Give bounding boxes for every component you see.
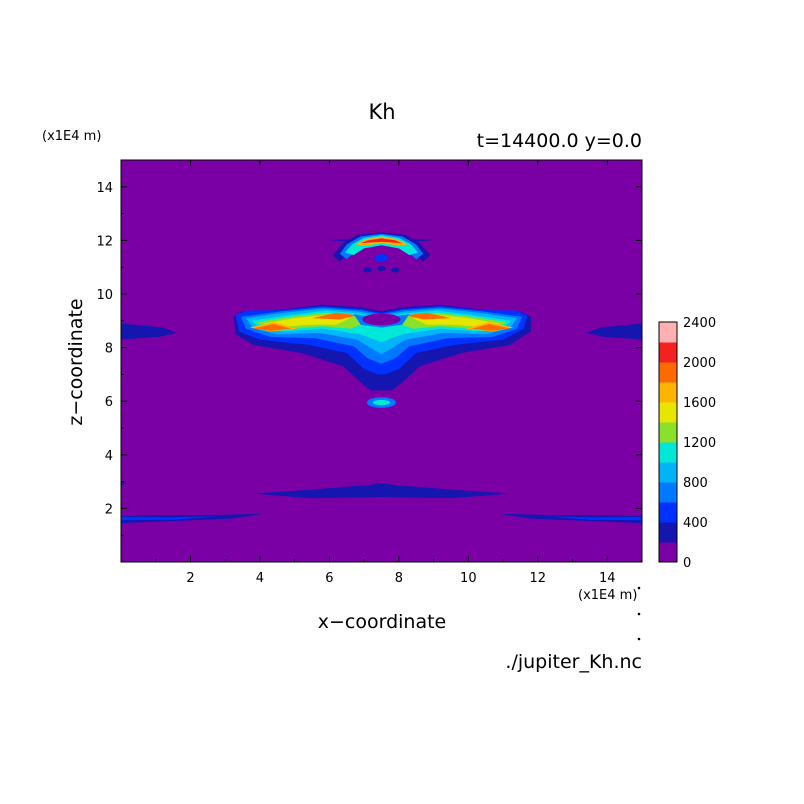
colorbar-swatch bbox=[659, 442, 677, 463]
colorbar-swatch bbox=[659, 482, 677, 503]
upper-arc-drop-mid bbox=[377, 265, 386, 272]
low-band bbox=[253, 482, 510, 499]
x-tick-label: 4 bbox=[256, 571, 264, 586]
z-unit-label: (x1E4 m) bbox=[42, 129, 102, 144]
colorbar-swatch bbox=[659, 402, 677, 423]
y-tick-label: 8 bbox=[105, 342, 113, 357]
colorbar-frame bbox=[658, 321, 678, 563]
colorbar-label: 0 bbox=[683, 556, 691, 571]
upper-arc-drop-right bbox=[391, 267, 400, 273]
colorbar-swatch bbox=[659, 382, 677, 403]
upper-arc-wisp-right bbox=[405, 239, 438, 242]
y-tick-label: 4 bbox=[105, 449, 113, 464]
marker-dot bbox=[637, 637, 641, 641]
colorbar-swatch bbox=[659, 522, 677, 543]
main-band-peak-right bbox=[405, 312, 451, 320]
x-tick-label: 6 bbox=[325, 571, 333, 586]
main-band-center-hole bbox=[362, 313, 401, 326]
colorbar-swatch bbox=[659, 342, 677, 363]
x-tick-label: 10 bbox=[460, 571, 477, 586]
y-tick-label: 12 bbox=[96, 234, 113, 249]
upper-arc-l5 bbox=[345, 235, 418, 256]
plot-frame bbox=[120, 159, 643, 563]
bottom-band-left bbox=[121, 513, 264, 524]
colorbar-swatch bbox=[659, 422, 677, 443]
colorbar-swatch bbox=[659, 462, 677, 483]
colorbar-label: 2400 bbox=[683, 316, 716, 331]
main-band-l9-left bbox=[253, 324, 292, 331]
lower-blob-inner bbox=[372, 399, 391, 406]
x-tick-label: 14 bbox=[599, 571, 616, 586]
y-tick-label: 6 bbox=[105, 395, 113, 410]
main-band-peak-left bbox=[312, 312, 358, 320]
x-unit-label: (x1E4 m) bbox=[578, 588, 638, 603]
x-tick-label: 12 bbox=[530, 571, 547, 586]
upper-arc-drop-left bbox=[363, 267, 372, 273]
chart-subtitle: t=14400.0 y=0.0 bbox=[476, 130, 642, 152]
x-tick-label: 8 bbox=[395, 571, 403, 586]
bottom-band-right bbox=[499, 513, 642, 524]
colorbar-swatch bbox=[659, 542, 677, 563]
colorbar: 0 400 800 1200 1600 2000 2400 bbox=[658, 316, 716, 571]
chart-title: Kh bbox=[368, 100, 396, 124]
y-tick-label: 14 bbox=[96, 181, 113, 196]
colorbar-label: 800 bbox=[683, 476, 708, 491]
colorbar-label: 400 bbox=[683, 516, 708, 531]
main-band-l9-right bbox=[471, 324, 510, 331]
colorbar-swatch bbox=[659, 362, 677, 383]
edge-sliver bbox=[121, 481, 127, 486]
contour-fills bbox=[121, 232, 642, 524]
side-streak-left bbox=[121, 323, 177, 340]
marker-dot bbox=[637, 586, 641, 590]
colorbar-swatch bbox=[659, 502, 677, 523]
bottom-band-left-core bbox=[121, 516, 219, 521]
marker-dot bbox=[637, 612, 641, 616]
y-tick-label: 2 bbox=[105, 502, 113, 517]
axes: 2 4 6 8 10 12 14 2 4 6 8 10 12 14 bbox=[96, 159, 643, 586]
upper-arc-wisp-left bbox=[325, 239, 358, 242]
x-tick-label: 2 bbox=[186, 571, 194, 586]
colorbar-swatch bbox=[659, 322, 677, 343]
colorbar-label: 2000 bbox=[683, 356, 716, 371]
small-marks bbox=[637, 586, 641, 641]
bottom-band-right-core bbox=[544, 516, 642, 521]
upper-arc-core bbox=[360, 238, 403, 244]
colorbar-label: 1600 bbox=[683, 396, 716, 411]
x-axis-label: x−coordinate bbox=[317, 611, 447, 633]
upper-arc-drop bbox=[374, 254, 389, 262]
y-tick-label: 10 bbox=[96, 288, 113, 303]
side-streak-right bbox=[586, 323, 642, 340]
source-filename: ./jupiter_Kh.nc bbox=[505, 651, 642, 673]
colorbar-label: 1200 bbox=[683, 436, 716, 451]
